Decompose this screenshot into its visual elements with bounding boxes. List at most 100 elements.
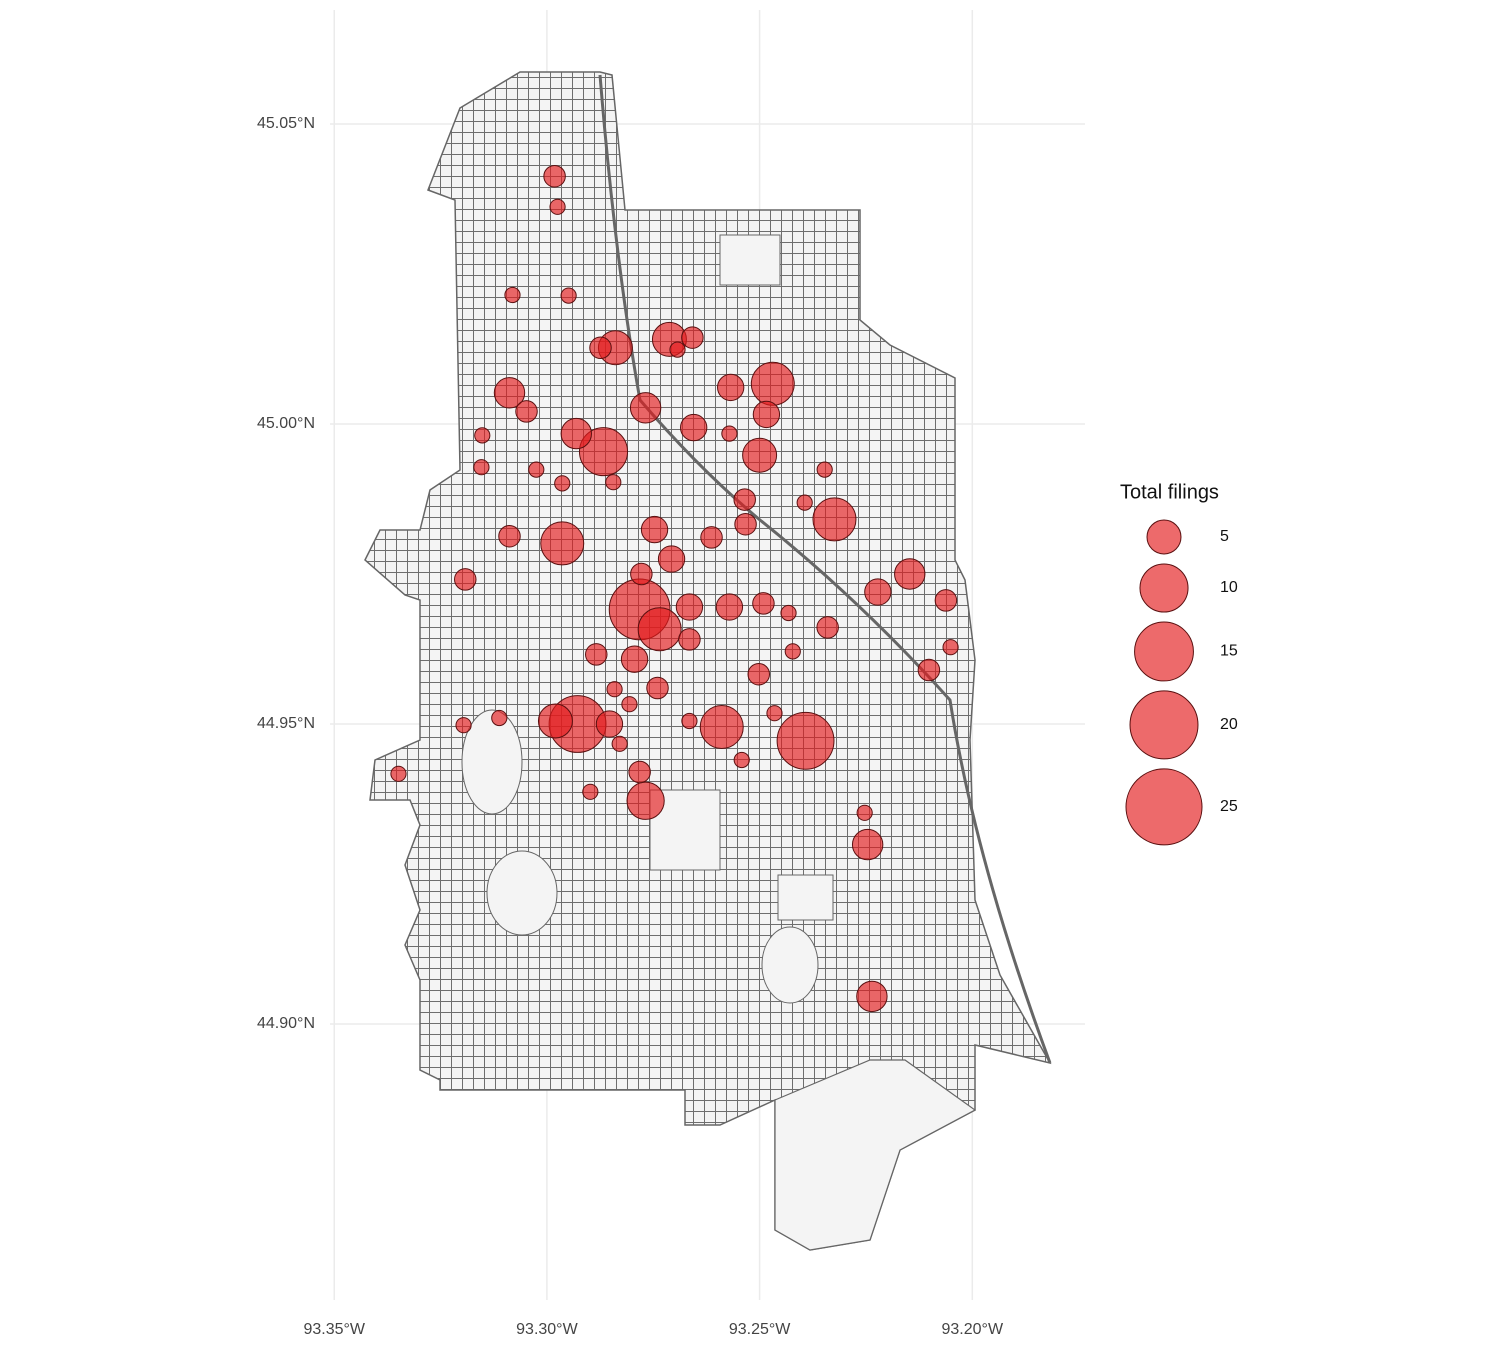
bubble bbox=[766, 705, 783, 722]
bubble bbox=[750, 361, 795, 406]
bubble bbox=[816, 616, 839, 639]
bubble bbox=[678, 628, 701, 651]
x-tick-label: 93.35°W bbox=[303, 1321, 365, 1338]
bubble bbox=[934, 589, 958, 612]
y-tick-label: 45.05°N bbox=[257, 115, 315, 132]
legend-bubble bbox=[1146, 519, 1182, 555]
legend-label: 25 bbox=[1220, 798, 1238, 815]
bubble bbox=[621, 696, 638, 713]
park bbox=[719, 234, 781, 286]
bubble bbox=[498, 524, 521, 548]
bubble bbox=[515, 400, 538, 423]
bubble bbox=[637, 607, 682, 652]
bubble-layer bbox=[390, 164, 959, 1013]
bubble bbox=[796, 494, 813, 511]
lake bbox=[461, 709, 523, 815]
bubble bbox=[894, 558, 926, 590]
bubble bbox=[681, 712, 698, 730]
bubble bbox=[540, 521, 585, 566]
bubble bbox=[733, 488, 756, 511]
legend-bubble bbox=[1139, 563, 1189, 613]
bubble bbox=[780, 604, 797, 622]
bubble bbox=[606, 681, 623, 698]
legend-label: 5 bbox=[1220, 528, 1229, 545]
bubble bbox=[630, 562, 653, 586]
bubble bbox=[626, 781, 665, 820]
bubble bbox=[675, 593, 704, 621]
y-tick-label: 44.90°N bbox=[257, 1015, 315, 1032]
bubble bbox=[595, 710, 624, 738]
x-tick-label: 93.20°W bbox=[942, 1321, 1004, 1338]
bubble bbox=[578, 427, 629, 477]
bubble bbox=[752, 400, 781, 429]
bubble bbox=[640, 515, 669, 544]
legend-label: 10 bbox=[1220, 579, 1238, 596]
bubble bbox=[454, 568, 477, 591]
legend-label: 20 bbox=[1220, 716, 1238, 733]
bubble bbox=[528, 461, 545, 478]
bubble bbox=[917, 658, 941, 682]
bubble bbox=[543, 164, 566, 188]
bubble bbox=[856, 980, 888, 1013]
bubble bbox=[699, 705, 744, 749]
legend-bubble bbox=[1129, 690, 1199, 760]
bubble bbox=[856, 804, 873, 821]
bubble bbox=[942, 639, 959, 656]
bubble bbox=[717, 373, 745, 402]
bubble bbox=[733, 751, 750, 769]
bubble bbox=[560, 287, 577, 304]
x-tick-label: 93.25°W bbox=[729, 1321, 791, 1338]
bubble bbox=[554, 475, 571, 492]
bubble bbox=[669, 341, 686, 358]
bubble bbox=[491, 709, 508, 727]
bubble bbox=[715, 593, 744, 621]
bubble bbox=[537, 703, 573, 739]
bubble bbox=[620, 645, 649, 673]
bubble bbox=[681, 326, 704, 349]
airport-area bbox=[774, 1059, 977, 1251]
bubble bbox=[582, 783, 599, 800]
bubble bbox=[493, 377, 526, 409]
bubble bbox=[473, 459, 490, 476]
bubble bbox=[390, 765, 407, 782]
bubble bbox=[585, 643, 608, 666]
lake bbox=[486, 850, 558, 936]
bubble bbox=[680, 413, 708, 442]
bubble bbox=[629, 392, 662, 424]
bubble bbox=[812, 497, 857, 542]
bubble bbox=[721, 425, 738, 442]
bubble bbox=[851, 828, 884, 861]
bubble bbox=[816, 461, 833, 478]
bubble bbox=[455, 717, 472, 734]
bubble bbox=[611, 735, 628, 752]
bubble bbox=[700, 526, 723, 549]
bubble bbox=[646, 676, 669, 700]
bubble bbox=[742, 437, 778, 473]
bubble bbox=[474, 427, 491, 444]
bubble bbox=[734, 512, 757, 536]
city-basemap bbox=[364, 71, 1052, 1251]
y-tick-label: 44.95°N bbox=[257, 715, 315, 732]
bubble bbox=[628, 760, 651, 784]
bubble bbox=[549, 198, 566, 215]
legend-bubble bbox=[1125, 768, 1203, 846]
legend-bubble bbox=[1134, 621, 1194, 682]
x-tick-label: 93.30°W bbox=[516, 1321, 578, 1338]
bubble bbox=[589, 336, 612, 360]
lake bbox=[761, 926, 819, 1004]
bubble bbox=[864, 578, 892, 606]
bubble bbox=[560, 417, 592, 450]
legend-title: Total filings bbox=[1120, 481, 1219, 503]
bubble bbox=[605, 474, 622, 491]
bubble bbox=[784, 643, 801, 660]
city-boundary bbox=[364, 71, 1052, 1251]
bubble bbox=[504, 286, 521, 304]
river bbox=[598, 74, 1052, 1064]
bubble bbox=[776, 711, 835, 770]
bubble bbox=[657, 545, 686, 573]
bubble bbox=[747, 662, 771, 686]
legend-label: 15 bbox=[1220, 643, 1238, 660]
park bbox=[777, 874, 834, 921]
bubble bbox=[752, 592, 775, 615]
